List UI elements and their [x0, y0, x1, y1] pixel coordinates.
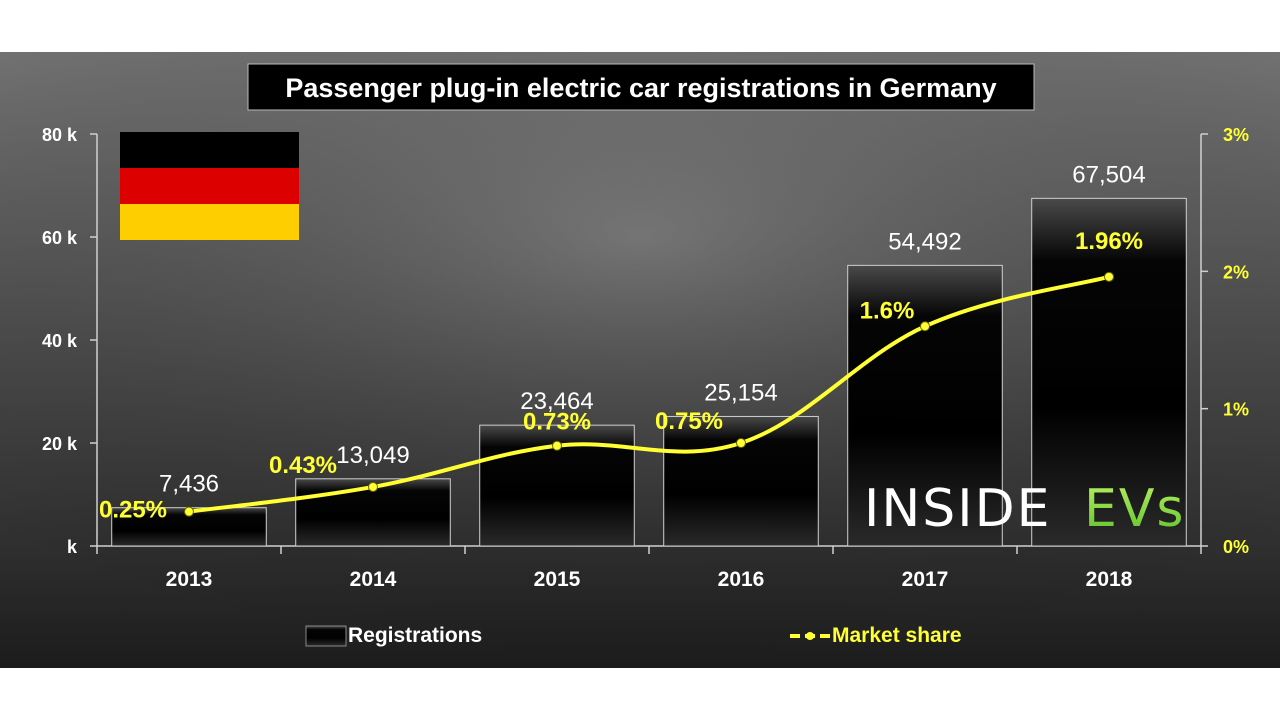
x-tick-label: 2014	[350, 568, 397, 591]
left-tick-label: 80 k	[42, 125, 78, 145]
market-share-label: 0.25%	[99, 497, 167, 524]
x-axis-ticks: 2013 2014 2015 2016 2017 2018	[96, 546, 1202, 591]
left-axis-ticks: k 20 k 40 k 60 k 80 k	[42, 125, 97, 557]
market-share-point	[368, 481, 378, 492]
bar-series	[111, 197, 1187, 547]
left-tick-label: k	[67, 537, 78, 557]
x-tick-label: 2016	[718, 568, 765, 591]
market-share-points	[184, 271, 1114, 517]
chart-title: Passenger plug-in electric car registrat…	[285, 73, 996, 103]
bar	[663, 415, 819, 547]
x-tick-label: 2013	[166, 568, 213, 591]
legend-label-registrations: Registrations	[348, 624, 482, 647]
market-share-label: 0.73%	[523, 409, 591, 436]
market-share-point	[552, 440, 562, 451]
flag-stripe-black	[120, 132, 299, 168]
bar-value-label: 54,492	[888, 228, 961, 255]
right-axis-ticks: 0% 1% 2% 3%	[1201, 125, 1249, 557]
insideevs-logo: INSIDE EVs	[864, 479, 1186, 539]
x-tick-label: 2015	[534, 568, 581, 591]
legend-market-share-marker	[806, 632, 814, 640]
market-share-point	[736, 438, 746, 448]
right-tick-label: 0%	[1223, 537, 1249, 557]
bar-value-label: 7,436	[159, 471, 219, 498]
left-tick-label: 20 k	[42, 434, 78, 454]
bar-value-label: 25,154	[704, 379, 777, 406]
market-share-label: 1.96%	[1075, 228, 1143, 255]
legend-label-market-share: Market share	[832, 624, 962, 647]
title-box	[247, 63, 1035, 111]
bar-value-labels: 7,436 13,049 23,464 25,154 54,492 67,504	[159, 161, 1146, 497]
market-share-label: 0.75%	[655, 408, 723, 435]
market-share-labels: 0.25% 0.43% 0.73% 0.75% 1.6% 1.96%	[99, 228, 1143, 524]
market-share-line	[188, 274, 1110, 514]
right-tick-label: 3%	[1223, 125, 1249, 145]
right-tick-label: 2%	[1223, 262, 1249, 282]
x-tick-label: 2017	[902, 568, 949, 591]
logo-text-evs: EVs	[1084, 479, 1186, 539]
bar	[1031, 197, 1187, 547]
bar-value-label: 13,049	[336, 442, 409, 469]
legend: Registrations Market share	[305, 624, 962, 647]
market-share-point	[1104, 271, 1114, 282]
left-tick-label: 60 k	[42, 228, 78, 248]
market-share-point	[184, 506, 194, 517]
legend-swatch-registrations	[305, 625, 347, 647]
market-share-label: 1.6%	[860, 297, 915, 324]
flag-stripe-gold	[120, 204, 299, 240]
bar-value-label: 67,504	[1072, 161, 1145, 188]
flag-stripe-red	[120, 168, 299, 204]
market-share-point	[920, 321, 930, 332]
germany-flag	[120, 132, 299, 240]
left-tick-label: 40 k	[42, 331, 78, 351]
bar	[847, 264, 1003, 547]
x-tick-label: 2018	[1086, 568, 1133, 591]
bar-value-label: 23,464	[520, 388, 593, 415]
market-share-label: 0.43%	[269, 452, 337, 479]
right-tick-label: 1%	[1223, 400, 1249, 420]
logo-text-inside: INSIDE	[864, 479, 1051, 539]
